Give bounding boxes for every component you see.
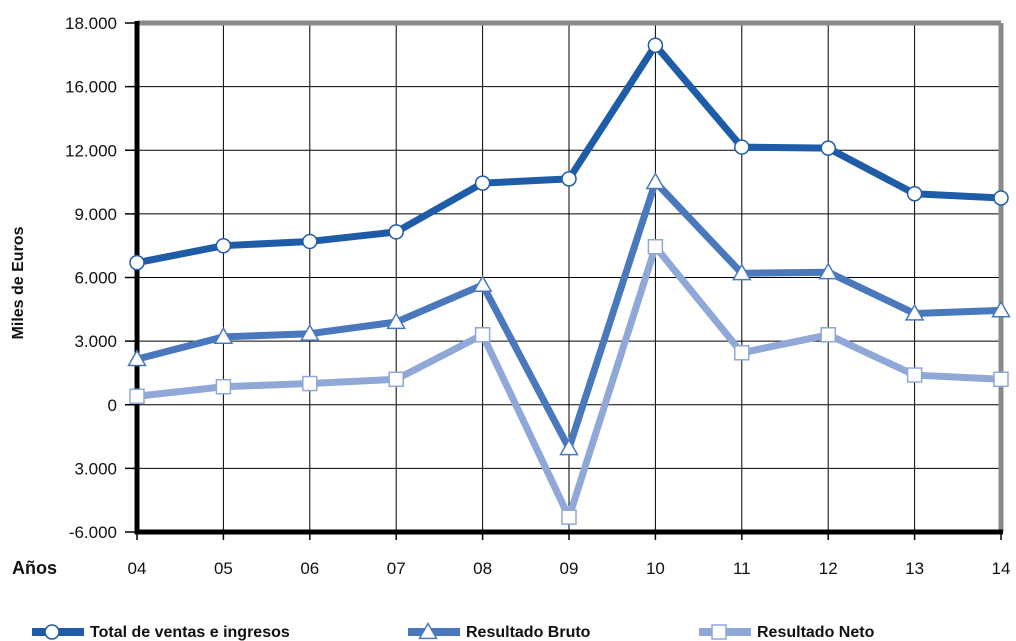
- plot-frame: [134, 20, 1004, 535]
- x-tick-label: 07: [387, 559, 406, 578]
- data-point-total-ventas: [474, 175, 491, 191]
- data-point-total-ventas: [734, 139, 750, 155]
- data-point-resultado-bruto: [991, 300, 1011, 318]
- legend: Total de ventas e ingresos Resultado Brut…: [32, 621, 875, 641]
- y-axis-ticks: -6.000 3.000 0 3.000 6.000 9.000 12.000 16.000 1…: [65, 14, 117, 542]
- data-point-resultado-bruto: [645, 172, 666, 190]
- legend-marker-triangle: [418, 621, 438, 640]
- data-point-resultado-bruto: [559, 438, 579, 456]
- y-tick-label: 3.000: [74, 332, 117, 351]
- data-point-total-ventas: [302, 233, 318, 250]
- x-axis-ticks: 04 05 06 07 08 09 10 11 12 13 14: [128, 559, 1011, 578]
- data-point-total-ventas: [129, 254, 145, 271]
- data-point-resultado-bruto: [213, 326, 234, 345]
- x-tick-label: 11: [733, 559, 751, 578]
- data-point-resultado-bruto: [732, 263, 752, 281]
- y-axis-title: Miles de Euros: [10, 226, 27, 339]
- data-point-resultado-bruto: [386, 312, 406, 330]
- y-tick-label: 3.000: [74, 459, 117, 478]
- y-tick-label: 0: [108, 396, 117, 415]
- y-tick-label: 18.000: [65, 14, 117, 33]
- x-tick-label: 10: [646, 559, 665, 578]
- data-point-resultado-neto: [215, 378, 232, 395]
- legend-label: Resultado Bruto: [466, 624, 591, 641]
- data-point-resultado-neto: [561, 509, 577, 525]
- data-point-resultado-neto: [906, 367, 923, 383]
- data-point-resultado-neto: [993, 371, 1009, 388]
- data-point-resultado-neto: [129, 388, 145, 405]
- legend-item-resultado-neto: Resultado Neto: [699, 624, 875, 641]
- grid-lines: [125, 22, 1002, 540]
- data-point-total-ventas: [388, 224, 404, 240]
- data-point-resultado-bruto: [904, 303, 925, 321]
- series-resultado-bruto: [127, 172, 1011, 456]
- legend-item-total-ventas: Total de ventas e ingresos: [32, 624, 290, 641]
- data-point-total-ventas: [215, 237, 232, 254]
- legend-marker-circle: [44, 624, 60, 640]
- data-point-resultado-bruto: [472, 274, 493, 293]
- x-tick-label: 13: [905, 559, 924, 578]
- data-point-resultado-bruto: [127, 349, 147, 367]
- data-point-total-ventas: [820, 140, 836, 156]
- data-point-resultado-neto: [820, 327, 836, 343]
- y-tick-label: 6.000: [74, 269, 117, 288]
- data-point-total-ventas: [561, 171, 577, 187]
- x-tick-label: 12: [819, 559, 838, 578]
- legend-marker-square: [711, 624, 727, 640]
- data-point-resultado-neto: [734, 345, 750, 361]
- y-tick-label: -6.000: [69, 523, 117, 542]
- data-point-total-ventas: [993, 190, 1009, 206]
- data-point-total-ventas: [906, 185, 923, 202]
- x-axis-title: Años: [12, 558, 57, 578]
- x-tick-label: 05: [214, 559, 233, 578]
- series-group: [127, 37, 1011, 525]
- series-resultado-neto: [129, 238, 1009, 525]
- x-tick-label: 06: [300, 559, 319, 578]
- data-point-resultado-neto: [388, 371, 404, 388]
- legend-label: Total de ventas e ingresos: [90, 624, 290, 641]
- data-point-resultado-neto: [474, 327, 491, 343]
- data-point-resultado-neto: [302, 375, 318, 392]
- x-tick-label: 08: [473, 559, 492, 578]
- x-tick-label: 09: [560, 559, 579, 578]
- data-point-total-ventas: [647, 37, 664, 54]
- y-tick-label: 9.000: [74, 205, 117, 224]
- data-point-resultado-neto: [647, 238, 664, 255]
- y-tick-label: 12.000: [65, 141, 117, 160]
- legend-label: Resultado Neto: [757, 624, 875, 641]
- data-point-resultado-bruto: [300, 323, 320, 341]
- x-tick-label: 14: [992, 559, 1011, 578]
- y-tick-label: 16.000: [65, 78, 117, 97]
- series-total-ventas: [129, 37, 1009, 271]
- legend-item-resultado-bruto: Resultado Bruto: [408, 621, 591, 641]
- x-tick-label: 04: [128, 559, 147, 578]
- data-point-resultado-bruto: [818, 262, 838, 280]
